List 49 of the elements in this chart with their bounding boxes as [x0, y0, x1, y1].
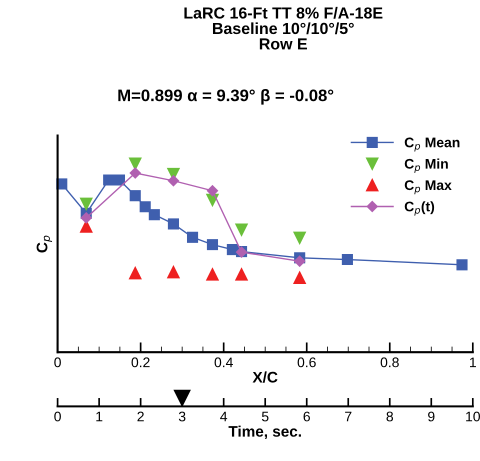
point — [293, 272, 306, 284]
x2-axis-title: Time, sec. — [228, 426, 301, 440]
chart-title: LaRC 16-Ft TT 8% F/A-18E Baseline 10°/10°/5° Row E — [184, 6, 382, 50]
legend-label: C$_{p}$ Max — [404, 180, 452, 194]
x2-tick-label: 9 — [428, 412, 434, 422]
legend-label: C$_{p}$ Mean — [404, 138, 460, 152]
point — [294, 256, 306, 267]
point — [80, 198, 92, 210]
x2-tick-label: 6 — [304, 412, 310, 422]
x-tick-label: 0.4 — [214, 357, 233, 368]
chart-subtitle: M=0.899 α = 9.39° β = -0.08° — [118, 89, 334, 105]
x-tick-label: 0 — [54, 357, 61, 368]
point — [342, 254, 353, 266]
x2-tick-label: 4 — [220, 412, 228, 422]
point — [140, 201, 151, 212]
legend-label: C$_{p}$(t) — [404, 201, 434, 216]
x2-tick-label: 0 — [54, 412, 61, 422]
point — [128, 266, 142, 280]
x2-tick-label: 5 — [262, 412, 268, 422]
x2-tick-label: 3 — [178, 412, 186, 422]
point — [293, 232, 306, 244]
point — [206, 268, 219, 281]
x2-tick-label: 8 — [386, 412, 394, 422]
point — [235, 223, 248, 236]
point — [168, 218, 179, 230]
x-axis-title: X/C — [252, 371, 278, 383]
x2-tick-label: 2 — [137, 412, 144, 422]
x-tick-label: 0.2 — [132, 357, 150, 368]
point — [130, 167, 141, 179]
point — [456, 259, 468, 270]
point — [114, 174, 126, 186]
x2-tick-label: 10 — [466, 412, 480, 422]
x2-tick-label: 1 — [96, 412, 102, 422]
point — [235, 268, 248, 281]
point — [130, 190, 141, 202]
point — [167, 266, 180, 278]
point — [148, 209, 160, 220]
point — [168, 175, 180, 186]
point — [206, 239, 218, 250]
x-tick-label: 0.8 — [380, 357, 399, 368]
x-tick-label: 1 — [470, 358, 476, 368]
legend-label: C$_{p}$ Min — [404, 158, 448, 173]
point — [80, 212, 92, 224]
point — [186, 232, 198, 243]
point — [103, 174, 114, 186]
x2-tick-label: 7 — [345, 412, 352, 422]
x-tick-label: 0.6 — [298, 357, 316, 368]
point — [206, 185, 218, 196]
y-axis-title: C$_{p}$ — [36, 236, 52, 252]
